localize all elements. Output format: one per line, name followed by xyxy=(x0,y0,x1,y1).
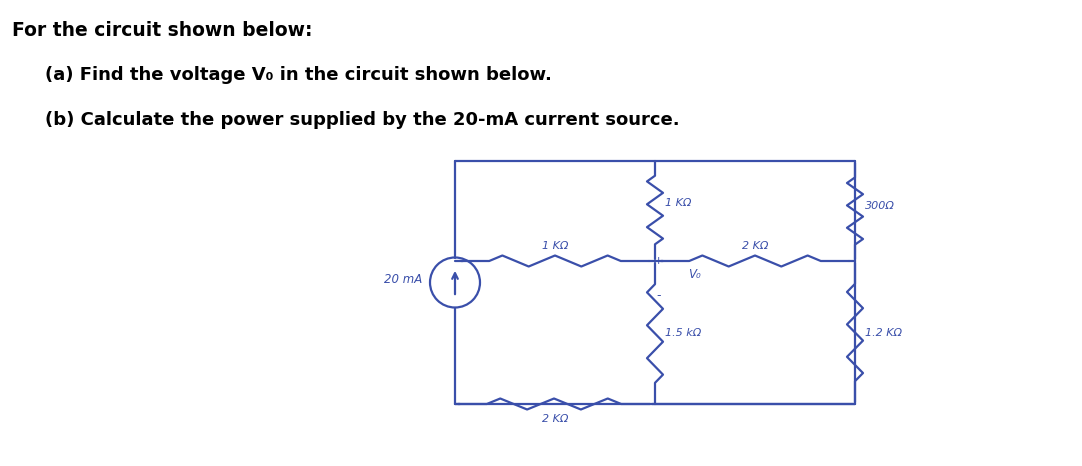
Text: 2 KΩ: 2 KΩ xyxy=(742,241,768,251)
Text: 20 mA: 20 mA xyxy=(384,273,422,286)
Text: 1.5 kΩ: 1.5 kΩ xyxy=(665,328,701,337)
Text: 1.2 KΩ: 1.2 KΩ xyxy=(865,328,902,337)
Text: V₀: V₀ xyxy=(688,268,701,281)
Text: -: - xyxy=(657,289,661,302)
Text: 1 KΩ: 1 KΩ xyxy=(665,198,691,208)
Text: (a) Find the voltage V₀ in the circuit shown below.: (a) Find the voltage V₀ in the circuit s… xyxy=(45,66,552,84)
Text: (b) Calculate the power supplied by the 20-mA current source.: (b) Calculate the power supplied by the … xyxy=(45,111,679,129)
Text: +: + xyxy=(654,256,662,266)
Text: 2 KΩ: 2 KΩ xyxy=(542,414,568,424)
Text: 1 KΩ: 1 KΩ xyxy=(542,241,568,251)
Text: 300Ω: 300Ω xyxy=(865,201,895,211)
Text: For the circuit shown below:: For the circuit shown below: xyxy=(12,21,313,40)
